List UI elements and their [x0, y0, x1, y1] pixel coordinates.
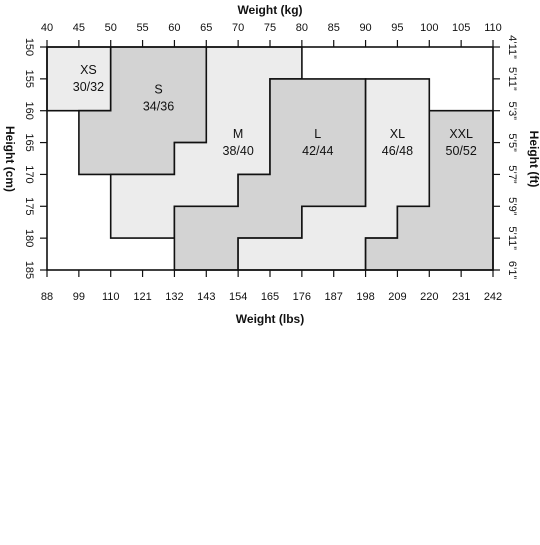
size-name-xxl: XXL — [449, 127, 473, 141]
size-number-xs: 30/32 — [73, 80, 104, 94]
top-tick-label: 80 — [296, 22, 308, 34]
top-tick-label: 45 — [73, 22, 85, 34]
top-tick-label: 95 — [391, 22, 403, 34]
right-axis-title: Height (ft) — [527, 131, 540, 188]
top-tick-label: 75 — [264, 22, 276, 34]
size-number-xl: 46/48 — [382, 144, 413, 158]
top-tick-label: 110 — [484, 22, 502, 34]
right-tick-label: 5’11” — [506, 226, 518, 250]
size-number-xxl: 50/52 — [446, 144, 477, 158]
top-tick-label: 65 — [200, 22, 212, 34]
top-tick-label: 85 — [328, 22, 340, 34]
size-number-s: 34/36 — [143, 99, 174, 113]
right-tick-label: 5’11” — [506, 67, 518, 91]
bottom-tick-label: 176 — [293, 291, 311, 303]
right-tick-label: 6’1” — [506, 261, 518, 280]
right-tick-label: 5’9” — [506, 197, 518, 216]
top-tick-label: 100 — [420, 22, 438, 34]
bottom-tick-label: 132 — [165, 291, 183, 303]
bottom-tick-label: 110 — [102, 291, 120, 303]
bottom-tick-label: 209 — [388, 291, 406, 303]
left-tick-label: 185 — [23, 261, 35, 279]
size-name-s: S — [154, 82, 162, 96]
bottom-tick-label: 143 — [197, 291, 215, 303]
left-tick-label: 165 — [23, 133, 35, 151]
bottom-tick-label: 187 — [325, 291, 343, 303]
top-axis-title: Weight (kg) — [237, 3, 302, 17]
left-tick-label: 150 — [23, 38, 35, 56]
region-labels: XS 30/32 S 34/36 M 38/40 L 42/44 XL 46/48 XXL 50/52 — [73, 63, 477, 158]
top-tick-label: 90 — [359, 22, 371, 34]
left-tick-label: 175 — [23, 197, 35, 215]
bottom-tick-label: 220 — [420, 291, 438, 303]
right-tick-label: 4’11” — [506, 35, 518, 59]
size-name-xs: XS — [80, 63, 97, 77]
bottom-tick-label: 165 — [261, 291, 279, 303]
right-tick-label: 5’3” — [506, 102, 518, 121]
bottom-tick-label: 198 — [356, 291, 374, 303]
bottom-tick-label: 121 — [133, 291, 151, 303]
left-tick-label: 155 — [23, 70, 35, 88]
size-regions — [46, 46, 494, 271]
top-tick-label: 50 — [105, 22, 117, 34]
axis-ticks: 40 45 50 55 60 65 70 75 80 85 90 95 100 105 110 88 99 110… — [23, 22, 518, 303]
size-name-l: L — [314, 127, 321, 141]
top-tick-label: 105 — [452, 22, 470, 34]
top-tick-label: 40 — [41, 22, 53, 34]
size-name-m: M — [233, 127, 243, 141]
bottom-tick-label: 88 — [41, 291, 53, 303]
bottom-tick-label: 242 — [484, 291, 502, 303]
left-tick-label: 180 — [23, 229, 35, 247]
left-tick-label: 160 — [23, 102, 35, 120]
left-tick-label: 170 — [23, 165, 35, 183]
top-tick-label: 70 — [232, 22, 244, 34]
size-name-xl: XL — [390, 127, 405, 141]
bottom-tick-label: 154 — [229, 291, 247, 303]
size-number-l: 42/44 — [302, 144, 333, 158]
right-tick-label: 5’7” — [506, 165, 518, 184]
top-tick-label: 60 — [168, 22, 180, 34]
bottom-axis-title: Weight (lbs) — [236, 312, 304, 326]
top-tick-label: 55 — [136, 22, 148, 34]
right-tick-label: 5’5” — [506, 133, 518, 152]
left-axis-title: Height (cm) — [3, 126, 17, 192]
bottom-tick-label: 231 — [452, 291, 470, 303]
size-region-xs — [46, 46, 112, 112]
size-number-m: 38/40 — [223, 144, 254, 158]
bottom-tick-label: 99 — [73, 291, 85, 303]
